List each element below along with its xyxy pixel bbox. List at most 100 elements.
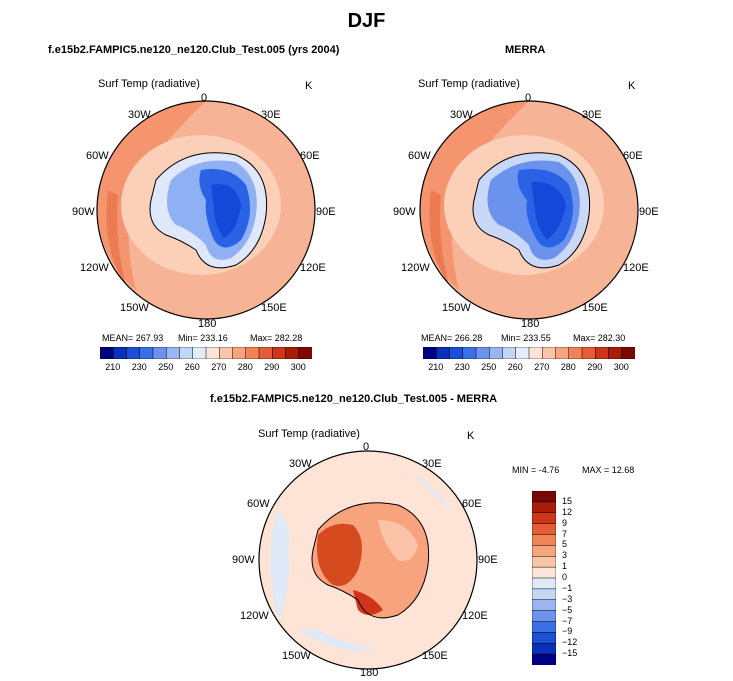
merra-lon-180: 180: [521, 318, 540, 330]
merra-units-label: K: [628, 80, 636, 92]
diff-lon-90w: 90W: [232, 554, 255, 566]
colorbar-swatch: [555, 347, 570, 359]
colorbar-tick-label: −5: [562, 604, 573, 615]
diff-polar-map: [258, 450, 478, 670]
colorbar-tick-label: 250: [481, 362, 497, 372]
colorbar-tick-label: 7: [562, 528, 568, 539]
colorbar-swatch: [272, 347, 287, 359]
diff-units-label: K: [467, 430, 475, 442]
diff-variable-label: Surf Temp (radiative): [258, 428, 360, 440]
merra-colorbar: [423, 347, 635, 359]
colorbar-swatch: [568, 347, 583, 359]
colorbar-swatch: [113, 347, 128, 359]
colorbar-swatch: [205, 347, 220, 359]
colorbar-swatch: [532, 566, 556, 579]
colorbar-swatch: [502, 347, 517, 359]
colorbar-swatch: [126, 347, 141, 359]
colorbar-tick-label: −12: [562, 637, 578, 648]
model-panel-title: f.e15b2.FAMPIC5.ne120_ne120.Club_Test.00…: [48, 44, 340, 56]
diff-lon-30w: 30W: [289, 458, 312, 470]
colorbar-swatch: [532, 523, 556, 536]
model-lon-120w: 120W: [80, 262, 109, 274]
merra-lon-60e: 60E: [623, 150, 643, 162]
model-min: Min= 233.16: [178, 333, 228, 343]
diff-max: MAX = 12.68: [582, 465, 635, 475]
diff-lon-120w: 120W: [240, 610, 269, 622]
model-colorbar: [100, 347, 312, 359]
merra-lon-0: 0: [525, 92, 532, 104]
model-units-label: K: [305, 80, 313, 92]
colorbar-swatch: [621, 347, 635, 359]
colorbar-swatch: [532, 556, 556, 568]
colorbar-swatch: [423, 347, 437, 359]
colorbar-swatch: [542, 347, 557, 359]
diff-lon-120e: 120E: [462, 610, 488, 622]
merra-polar-map: [419, 100, 639, 320]
colorbar-swatch: [100, 347, 114, 359]
colorbar-swatch: [285, 347, 300, 359]
merra-lon-90w: 90W: [393, 206, 416, 218]
model-lon-60w: 60W: [86, 150, 109, 162]
colorbar-tick-label: −3: [562, 593, 573, 604]
colorbar-swatch: [219, 347, 234, 359]
colorbar-swatch: [245, 347, 260, 359]
merra-panel-title: MERRA: [505, 44, 546, 56]
colorbar-swatch: [166, 347, 181, 359]
colorbar-tick-label: 300: [290, 362, 306, 372]
merra-lon-30e: 30E: [582, 109, 602, 121]
colorbar-swatch: [532, 491, 556, 503]
colorbar-tick-label: 5: [562, 539, 568, 550]
merra-lon-120e: 120E: [623, 262, 649, 274]
colorbar-swatch: [462, 347, 477, 359]
colorbar-swatch: [532, 621, 556, 633]
model-mean: MEAN= 267.93: [102, 333, 164, 343]
model-lon-60e: 60E: [300, 150, 320, 162]
colorbar-tick-label: 270: [534, 362, 550, 372]
colorbar-swatch: [298, 347, 312, 359]
merra-lon-150e: 150E: [582, 302, 608, 314]
colorbar-swatch: [532, 599, 556, 612]
model-lon-0: 0: [201, 92, 208, 104]
diff-lon-150e: 150E: [422, 650, 448, 662]
colorbar-swatch: [532, 577, 556, 590]
merra-lon-150w: 150W: [442, 302, 471, 314]
colorbar-swatch: [179, 347, 194, 359]
merra-max: Max= 282.30: [573, 333, 626, 343]
colorbar-tick-label: 250: [158, 362, 174, 372]
colorbar-tick-label: 210: [428, 362, 444, 372]
colorbar-swatch: [192, 347, 207, 359]
colorbar-swatch: [436, 347, 451, 359]
model-lon-150w: 150W: [120, 302, 149, 314]
colorbar-swatch: [152, 347, 167, 359]
model-lon-90e: 90E: [316, 206, 336, 218]
colorbar-swatch: [532, 512, 556, 525]
diff-lon-180: 180: [360, 667, 379, 679]
colorbar-swatch: [532, 610, 556, 623]
colorbar-tick-label: 230: [131, 362, 147, 372]
main-title: DJF: [347, 10, 386, 32]
colorbar-tick-label: −7: [562, 615, 573, 626]
colorbar-tick-label: 260: [507, 362, 523, 372]
colorbar-swatch: [532, 545, 556, 557]
colorbar-swatch: [532, 501, 556, 514]
model-lon-30e: 30E: [261, 109, 281, 121]
colorbar-swatch: [595, 347, 610, 359]
model-lon-30w: 30W: [128, 109, 151, 121]
colorbar-swatch: [528, 347, 543, 359]
colorbar-tick-label: 260: [184, 362, 200, 372]
diff-panel-title: f.e15b2.FAMPIC5.ne120_ne120.Club_Test.00…: [210, 393, 498, 405]
model-polar-map: [96, 100, 316, 320]
model-lon-150e: 150E: [261, 302, 287, 314]
diff-min: MIN = -4.76: [512, 465, 560, 475]
colorbar-tick-label: 15: [562, 495, 573, 506]
colorbar-swatch: [139, 347, 154, 359]
diff-lon-60w: 60W: [247, 498, 270, 510]
colorbar-swatch: [449, 347, 464, 359]
colorbar-tick-label: 290: [587, 362, 603, 372]
diff-lon-60e: 60E: [462, 498, 482, 510]
model-colorbar-labels: 210 230 250 260 270 280 290 300: [100, 362, 312, 374]
merra-lon-90e: 90E: [639, 206, 659, 218]
colorbar-swatch: [232, 347, 247, 359]
colorbar-swatch: [581, 347, 596, 359]
colorbar-swatch: [532, 643, 556, 655]
